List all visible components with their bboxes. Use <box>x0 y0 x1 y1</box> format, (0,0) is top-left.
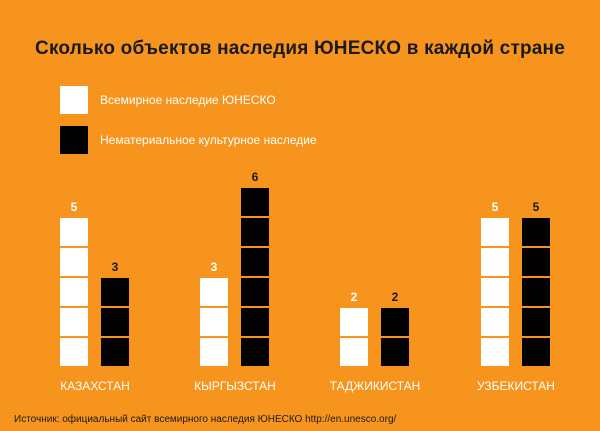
data-label-kazakhstan-intangible-heritage: 3 <box>112 260 119 274</box>
bar-block <box>481 308 509 336</box>
bar-block <box>381 308 409 336</box>
bar-block <box>522 248 550 276</box>
bar-uzbekistan-world-heritage <box>481 218 509 366</box>
bar-kazakhstan-world-heritage <box>60 218 88 366</box>
legend-item-intangible-heritage: Нематериальное культурное наследие <box>60 126 317 154</box>
category-label-tajikistan: ТАДЖИКИСТАН <box>330 379 421 393</box>
bar-block <box>381 338 409 366</box>
data-label-kyrgyzstan-intangible-heritage: 6 <box>252 170 259 184</box>
bar-block <box>241 278 269 306</box>
bar-block <box>241 248 269 276</box>
bar-block <box>481 278 509 306</box>
bar-block <box>60 278 88 306</box>
bar-tajikistan-intangible-heritage <box>381 308 409 366</box>
bar-block <box>481 338 509 366</box>
bar-block <box>60 248 88 276</box>
bar-block <box>481 248 509 276</box>
bar-block <box>60 308 88 336</box>
bar-block <box>241 188 269 216</box>
legend-item-world-heritage: Всемирное наследие ЮНЕСКО <box>60 86 276 114</box>
bar-kyrgyzstan-intangible-heritage <box>241 188 269 366</box>
bar-block <box>241 308 269 336</box>
bar-block <box>200 278 228 306</box>
legend-swatch-world-heritage <box>60 86 88 114</box>
bar-block <box>60 338 88 366</box>
data-label-tajikistan-intangible-heritage: 2 <box>392 290 399 304</box>
data-label-kyrgyzstan-world-heritage: 3 <box>211 260 218 274</box>
category-label-kyrgyzstan: КЫРГЫЗСТАН <box>194 379 276 393</box>
bar-block <box>101 308 129 336</box>
data-label-kazakhstan-world-heritage: 5 <box>71 200 78 214</box>
chart-title: Сколько объектов наследия ЮНЕСКО в каждо… <box>35 38 565 59</box>
bar-block <box>200 338 228 366</box>
bar-block <box>522 278 550 306</box>
bar-tajikistan-world-heritage <box>340 308 368 366</box>
bar-block <box>522 308 550 336</box>
bar-uzbekistan-intangible-heritage <box>522 218 550 366</box>
bar-block <box>101 278 129 306</box>
data-label-uzbekistan-world-heritage: 5 <box>492 200 499 214</box>
category-label-kazakhstan: КАЗАХСТАН <box>60 379 130 393</box>
source-note: Источник: официальный сайт всемирного на… <box>14 414 397 425</box>
data-label-tajikistan-world-heritage: 2 <box>351 290 358 304</box>
bar-block <box>200 308 228 336</box>
bar-kyrgyzstan-world-heritage <box>200 278 228 366</box>
data-label-uzbekistan-intangible-heritage: 5 <box>533 200 540 214</box>
legend-label-intangible-heritage: Нематериальное культурное наследие <box>100 133 317 147</box>
bar-block <box>101 338 129 366</box>
bar-block <box>241 218 269 246</box>
bar-block <box>340 308 368 336</box>
category-label-uzbekistan: УЗБЕКИСТАН <box>477 379 555 393</box>
bar-block <box>481 218 509 246</box>
legend-swatch-intangible-heritage <box>60 126 88 154</box>
bar-kazakhstan-intangible-heritage <box>101 278 129 366</box>
bar-block <box>522 218 550 246</box>
bar-block <box>522 338 550 366</box>
bar-block <box>60 218 88 246</box>
legend-label-world-heritage: Всемирное наследие ЮНЕСКО <box>100 93 276 107</box>
bar-block <box>340 338 368 366</box>
bar-block <box>241 338 269 366</box>
